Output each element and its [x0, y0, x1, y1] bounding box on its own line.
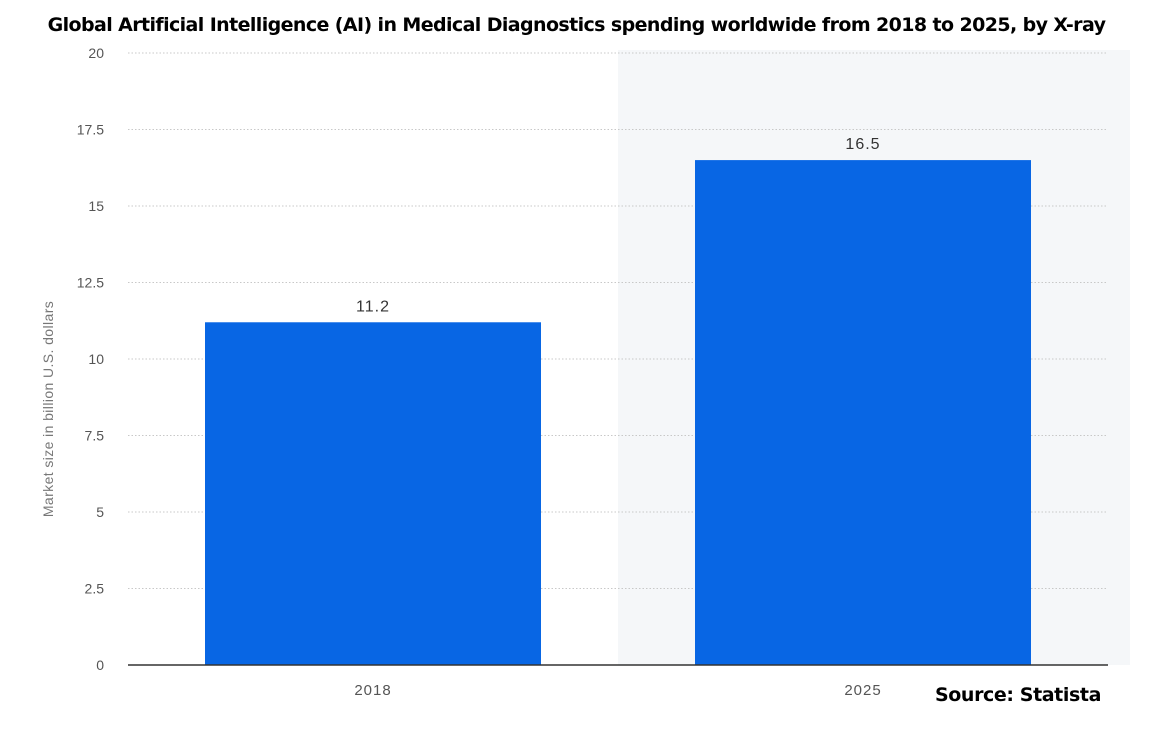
y-axis-title: Market size in billion U.S. dollars	[40, 301, 56, 517]
data-label-2025: 16.5	[845, 136, 880, 153]
y-tick-label: 5	[96, 504, 104, 520]
y-tick-label: 15	[88, 198, 104, 214]
bar-2025	[695, 160, 1031, 665]
chart-title: Global Artificial Intelligence (AI) in M…	[47, 14, 1106, 36]
bars: 11.2 2018 16.5 2025	[205, 136, 1031, 699]
bar-2018	[205, 322, 541, 665]
data-label-2018: 11.2	[356, 298, 390, 315]
y-tick-label: 0	[96, 657, 104, 673]
y-tick-label: 12.5	[77, 275, 104, 291]
y-tick-label: 17.5	[77, 122, 104, 138]
y-tick-label: 20	[88, 45, 104, 61]
y-tick-label: 10	[88, 351, 104, 367]
x-tick-label-2025: 2025	[844, 682, 881, 699]
y-tick-label: 7.5	[85, 428, 105, 444]
x-tick-label-2018: 2018	[354, 682, 391, 699]
y-tick-label: 2.5	[85, 581, 105, 597]
source-label: Source: Statista	[935, 684, 1101, 706]
